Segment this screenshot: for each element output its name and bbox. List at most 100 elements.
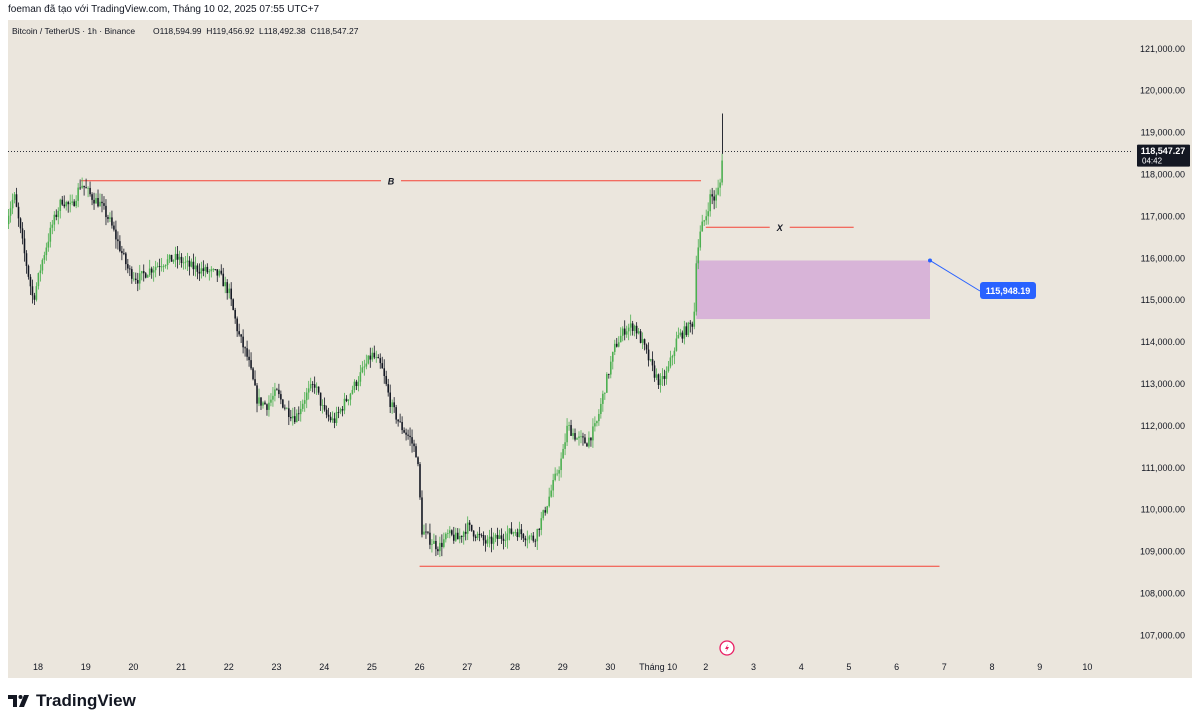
candle-61 [127,258,129,274]
candle-172 [347,399,350,406]
candle-182 [367,355,370,365]
replay-icon[interactable] [719,640,735,656]
candle-body-208 [419,464,421,498]
candle-231 [464,523,467,541]
candle-2 [9,201,12,223]
candle-body-137 [278,389,280,395]
candle-218 [439,536,441,558]
chart-panel[interactable]: Bitcoin / TetherUS · 1h · Binance O118,5… [8,20,1192,678]
candle-body-202 [407,434,409,436]
candle-body-229 [460,535,463,537]
candle-body-226 [454,532,457,541]
candle-body-328 [657,374,660,386]
candle-body-72 [148,268,151,276]
candle-292 [586,442,588,447]
candle-body-89 [182,262,185,264]
candle-body-286 [574,433,576,440]
candle-106 [216,269,219,282]
candle-135 [274,382,276,402]
candle-169 [341,405,344,417]
candle-body-307 [615,343,618,347]
candle-body-53 [111,217,113,226]
callout-leader-line [929,260,981,292]
candle-323 [647,342,650,367]
candle-153 [309,377,312,392]
candle-333 [667,360,670,373]
y-tick-label-0: 107,000.00 [1140,630,1185,640]
x-tick-label-21: 9 [1037,662,1042,672]
candle-162 [327,407,330,422]
candle-92 [188,256,191,276]
candle-body-197 [397,419,399,422]
candle-338 [677,327,680,339]
candle-49 [103,196,105,210]
candle-body-44 [93,199,95,204]
candle-170 [343,392,346,415]
candle-131 [266,403,268,416]
candle-20 [45,242,48,261]
candle-30 [65,200,68,211]
candle-194 [391,399,393,414]
candle-355 [711,187,713,205]
candle-body-292 [586,443,588,447]
candle-body-316 [633,325,636,331]
candle-body-185 [373,352,376,358]
y-tick-label-10: 117,000.00 [1141,211,1185,221]
candle-12 [29,274,32,295]
candle-body-133 [270,399,272,403]
candle-body-114 [232,299,234,310]
candle-body-298 [598,413,600,422]
candle-350 [701,214,704,232]
candle-104 [212,268,215,273]
candle-249 [500,528,503,544]
candle-53 [111,210,113,229]
candle-200 [403,427,405,434]
x-tick-label-14: 2 [703,662,708,672]
candle-body-338 [677,334,680,339]
candle-body-232 [466,522,469,534]
candle-body-244 [490,536,493,544]
tradingview-logo[interactable]: TradingView [8,690,136,712]
candle-126 [256,382,258,413]
candle-body-178 [359,372,362,382]
candle-body-41 [87,187,89,189]
candle-body-166 [335,412,338,423]
candle-23 [51,219,54,235]
candle-123 [250,352,252,371]
candle-body-224 [450,530,453,535]
candle-175 [353,379,356,393]
candle-147 [297,406,300,422]
candle-238 [478,526,481,542]
candle-196 [395,404,397,424]
candle-71 [146,274,149,278]
price-marker-countdown: 04:42 [1142,157,1163,166]
candle-body-267 [536,528,539,542]
candle-39 [83,185,85,196]
candle-body-299 [600,403,602,414]
candle-body-46 [97,198,99,207]
candle-body-321 [643,339,646,345]
candle-290 [582,432,584,446]
price-chart[interactable]: Bitcoin / TetherUS · 1h · Binance O118,5… [8,20,1192,678]
candle-body-119 [242,336,244,348]
candle-105 [214,269,217,271]
candle-body-70 [144,273,147,278]
candle-body-159 [321,405,324,406]
candle-body-239 [480,534,483,536]
candle-body-203 [409,435,411,438]
x-tick-label-1: 19 [81,662,91,672]
candle-body-92 [188,260,191,267]
x-tick-label-20: 8 [989,662,994,672]
candle-body-334 [669,357,672,367]
candle-179 [361,361,364,374]
candle-174 [351,385,354,395]
level-label-b: B [388,176,395,186]
candle-body-273 [548,496,550,507]
candle-304 [609,356,612,379]
candle-129 [262,401,264,409]
candle-144 [291,407,294,426]
candle-156 [315,382,318,396]
x-tick-label-2: 20 [128,662,138,672]
candle-272 [546,505,548,515]
candle-body-164 [331,418,334,421]
